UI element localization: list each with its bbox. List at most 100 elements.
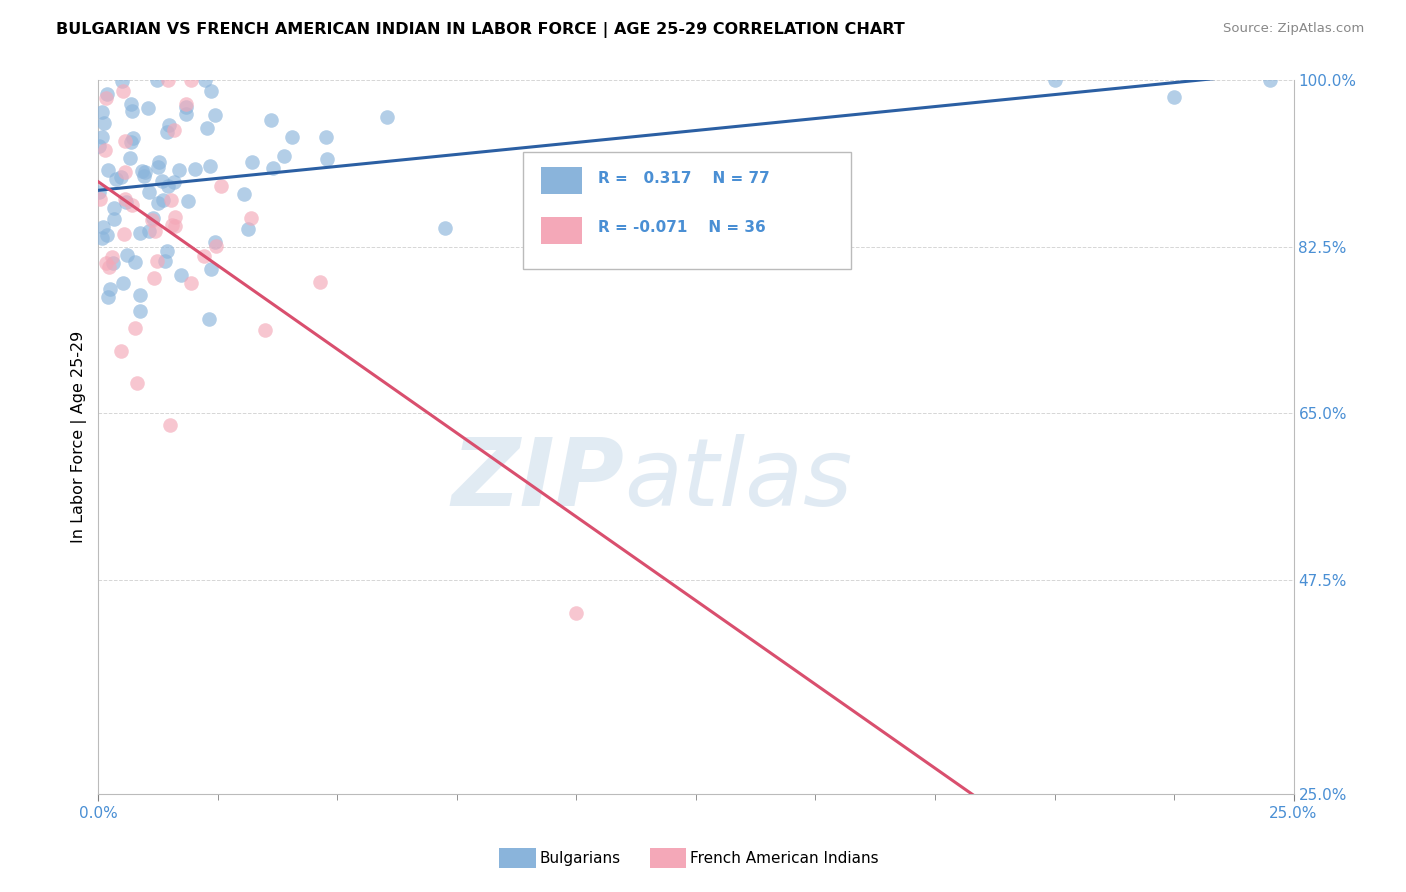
Point [134,169,156,183]
Point [141,213,163,227]
Point [97,291,120,305]
Point [103,211,125,226]
Point [91,130,114,145]
Text: Bulgarians: Bulgarians [540,851,621,865]
Point [240,211,263,225]
Point [111,276,134,290]
Point [157,118,180,132]
Point [194,73,217,87]
Point [138,224,160,238]
Point [115,248,138,262]
Point [565,606,588,620]
Point [180,276,202,290]
Point [167,163,190,178]
Point [146,73,169,87]
Point [150,174,173,188]
Point [1258,73,1281,87]
Point [1163,89,1185,103]
Point [93,143,115,157]
Point [124,320,146,334]
Point [170,268,193,282]
Text: R =   0.317    N = 77: R = 0.317 N = 77 [598,170,769,186]
Point [121,103,143,118]
Point [236,221,259,235]
Point [121,198,143,212]
Point [120,151,142,165]
Text: R = -0.071    N = 36: R = -0.071 N = 36 [598,220,766,235]
Point [114,165,136,179]
Point [146,161,169,175]
Point [309,275,332,289]
Point [120,135,142,149]
Point [157,179,180,194]
Point [114,192,136,206]
Point [143,224,166,238]
Point [281,130,304,145]
Point [156,126,179,140]
Point [198,159,221,173]
Point [128,226,150,240]
Point [193,249,215,263]
Point [120,97,142,112]
Point [183,162,205,177]
Point [434,220,457,235]
Point [316,152,339,166]
Point [110,170,132,185]
Point [163,175,186,189]
Point [93,116,115,130]
Point [129,304,152,318]
Point [315,130,337,145]
Point [134,165,156,179]
Point [262,161,284,176]
Point [111,84,134,98]
Point [1043,73,1066,87]
Text: ZIP: ZIP [451,434,624,526]
Point [127,376,149,391]
Point [180,73,202,87]
Point [174,100,197,114]
Text: BULGARIAN VS FRENCH AMERICAN INDIAN IN LABOR FORCE | AGE 25-29 CORRELATION CHART: BULGARIAN VS FRENCH AMERICAN INDIAN IN L… [56,22,905,38]
Point [111,74,134,88]
Bar [540,218,582,244]
Point [128,288,150,302]
Point [174,107,197,121]
Point [156,73,179,87]
Point [114,194,136,209]
Text: Source: ZipAtlas.com: Source: ZipAtlas.com [1223,22,1364,36]
Point [112,227,135,241]
Point [96,162,118,177]
Point [96,87,118,101]
Point [96,228,118,243]
Point [98,282,121,296]
Point [204,235,226,249]
Point [101,256,124,270]
Point [105,172,128,186]
Point [90,104,112,119]
Point [142,211,165,226]
Point [114,135,136,149]
Point [163,123,186,137]
Point [91,220,114,235]
Point [131,164,153,178]
Point [152,193,174,207]
Point [165,210,187,224]
Y-axis label: In Labor Force | Age 25-29: In Labor Force | Age 25-29 [72,331,87,543]
Point [209,179,232,194]
Bar [540,168,582,194]
Point [136,101,159,115]
Point [159,418,181,433]
Point [205,239,228,253]
Point [103,201,125,215]
Point [89,186,111,200]
Point [162,218,184,232]
Point [156,244,179,258]
Point [259,113,281,128]
Point [124,255,146,269]
Point [101,250,124,264]
Point [254,323,277,337]
Point [96,256,118,270]
Point [204,108,226,122]
Text: atlas: atlas [624,434,852,525]
Point [197,312,219,326]
Point [163,219,186,233]
